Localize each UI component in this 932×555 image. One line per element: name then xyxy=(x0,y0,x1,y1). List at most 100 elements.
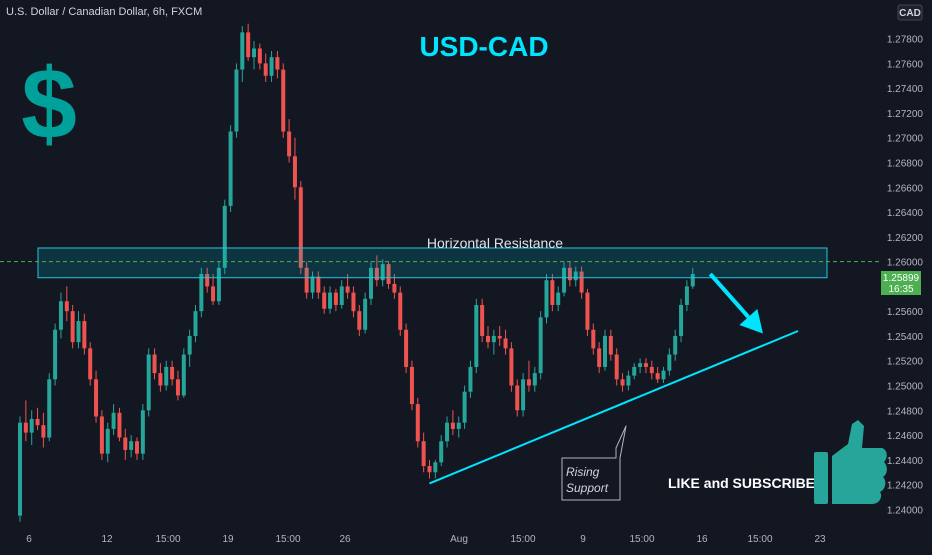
candle[interactable] xyxy=(632,363,637,380)
candle[interactable] xyxy=(211,274,216,305)
candle[interactable] xyxy=(585,288,590,336)
candle[interactable] xyxy=(620,373,625,392)
candle[interactable] xyxy=(626,370,631,391)
candle[interactable] xyxy=(88,342,93,386)
candle[interactable] xyxy=(538,311,543,380)
candle[interactable] xyxy=(398,286,403,336)
candle[interactable] xyxy=(456,416,461,438)
candle[interactable] xyxy=(415,397,420,448)
candle[interactable] xyxy=(181,348,186,398)
candle[interactable] xyxy=(18,416,22,522)
candle[interactable] xyxy=(146,348,151,417)
candle[interactable] xyxy=(152,348,157,380)
candle[interactable] xyxy=(369,261,373,305)
candle[interactable] xyxy=(556,286,561,312)
candle[interactable] xyxy=(509,342,514,392)
candle[interactable] xyxy=(257,43,262,70)
candle[interactable] xyxy=(47,373,52,442)
candle[interactable] xyxy=(450,410,455,436)
candle[interactable] xyxy=(29,410,34,445)
candle[interactable] xyxy=(322,286,327,314)
candle[interactable] xyxy=(99,410,104,460)
candle[interactable] xyxy=(64,286,69,322)
candle[interactable] xyxy=(175,370,180,401)
candle[interactable] xyxy=(281,63,286,138)
candle[interactable] xyxy=(164,360,169,391)
candle[interactable] xyxy=(123,428,128,460)
candle[interactable] xyxy=(117,407,122,442)
candle[interactable] xyxy=(316,271,321,299)
candle[interactable] xyxy=(503,329,508,355)
candle[interactable] xyxy=(544,274,549,324)
candle[interactable] xyxy=(53,323,58,386)
candle[interactable] xyxy=(304,261,309,299)
candle[interactable] xyxy=(70,304,75,349)
candle[interactable] xyxy=(328,286,333,314)
candle[interactable] xyxy=(363,292,368,334)
candle[interactable] xyxy=(445,416,450,448)
candle[interactable] xyxy=(497,326,502,346)
candle[interactable] xyxy=(333,288,338,312)
candle[interactable] xyxy=(380,259,385,287)
candle[interactable] xyxy=(129,435,134,458)
current-price-tag[interactable] xyxy=(881,271,921,295)
candle[interactable] xyxy=(468,360,473,398)
price-axis[interactable]: 1.27800 1.27600 1.27400 1.27200 1.27000 1.268… xyxy=(887,35,924,517)
candle[interactable] xyxy=(111,404,116,436)
candle[interactable] xyxy=(491,329,496,355)
candle[interactable] xyxy=(252,41,256,70)
candle[interactable] xyxy=(94,370,99,423)
candle[interactable] xyxy=(234,63,239,138)
candle[interactable] xyxy=(579,266,584,299)
candle[interactable] xyxy=(562,261,567,297)
candle[interactable] xyxy=(158,363,163,392)
candle[interactable] xyxy=(228,125,233,213)
resistance-zone[interactable] xyxy=(37,247,828,279)
candle[interactable] xyxy=(667,348,672,376)
candle[interactable] xyxy=(462,385,467,429)
candle[interactable] xyxy=(480,298,485,343)
candle[interactable] xyxy=(351,286,356,318)
candle[interactable] xyxy=(427,459,432,479)
candle[interactable] xyxy=(140,404,145,460)
candle[interactable] xyxy=(205,267,210,293)
candle[interactable] xyxy=(673,329,678,361)
candle[interactable] xyxy=(690,267,695,289)
candle[interactable] xyxy=(614,348,619,386)
candle[interactable] xyxy=(199,267,204,318)
candle[interactable] xyxy=(684,280,689,312)
candle[interactable] xyxy=(515,379,520,417)
time-axis[interactable]: 6 12 15:00 19 15:00 26 Aug 15:00 9 15:00 16 15:00 23 xyxy=(26,534,826,545)
candle[interactable] xyxy=(41,412,46,448)
candle[interactable] xyxy=(439,435,444,467)
candle[interactable] xyxy=(643,358,648,374)
candle[interactable] xyxy=(421,432,426,473)
candle[interactable] xyxy=(679,298,684,343)
candle[interactable] xyxy=(486,326,490,349)
candle[interactable] xyxy=(187,329,192,367)
candle[interactable] xyxy=(292,137,297,200)
candle[interactable] xyxy=(532,366,537,392)
candle[interactable] xyxy=(287,119,292,163)
candle[interactable] xyxy=(135,437,139,460)
candle[interactable] xyxy=(240,26,245,82)
candle[interactable] xyxy=(82,313,87,355)
candle[interactable] xyxy=(567,261,572,287)
candle[interactable] xyxy=(386,261,391,289)
candle[interactable] xyxy=(263,53,268,82)
candle[interactable] xyxy=(193,304,198,343)
candle[interactable] xyxy=(216,261,221,305)
candle[interactable] xyxy=(404,323,409,374)
support-callout-bubble[interactable] xyxy=(561,425,627,501)
candle[interactable] xyxy=(275,50,280,79)
candle[interactable] xyxy=(655,366,660,384)
candle[interactable] xyxy=(638,358,643,374)
candle[interactable] xyxy=(597,342,602,374)
candle[interactable] xyxy=(310,271,315,299)
candle[interactable] xyxy=(170,360,175,386)
candle[interactable] xyxy=(58,292,63,339)
candle[interactable] xyxy=(298,181,303,274)
candle[interactable] xyxy=(550,274,555,312)
candle[interactable] xyxy=(661,366,666,384)
